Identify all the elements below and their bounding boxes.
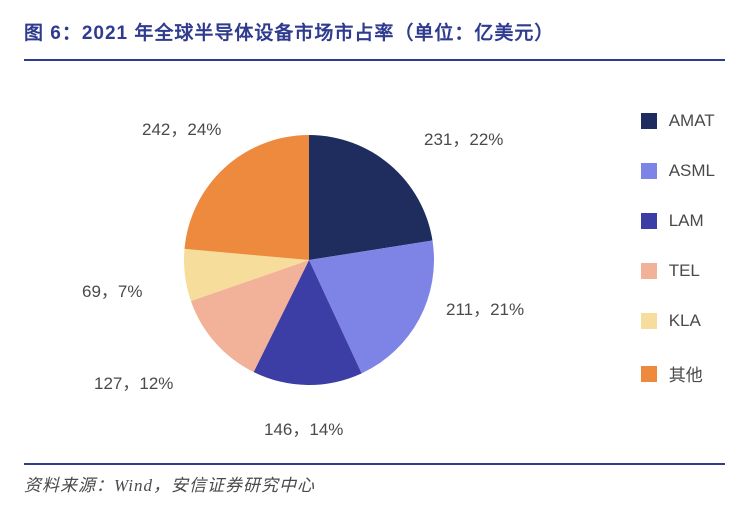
legend-label: LAM [669, 211, 704, 231]
data-label-TEL: 127，12% [94, 369, 173, 394]
legend-label: AMAT [669, 111, 715, 131]
data-label-ASML: 211，21% [446, 295, 524, 320]
legend-item-TEL: TEL [641, 261, 715, 281]
data-label-其他: 242，24% [142, 115, 221, 140]
legend-item-ASML: ASML [641, 161, 715, 181]
legend-item-KLA: KLA [641, 311, 715, 331]
legend-swatch [641, 213, 657, 229]
legend-label: KLA [669, 311, 701, 331]
legend-swatch [641, 366, 657, 382]
source-rule [24, 463, 725, 465]
source-text: 资料来源：Wind，安信证券研究中心 [24, 471, 725, 496]
pie-slice-其他 [184, 135, 309, 260]
data-label-AMAT: 231，22% [424, 125, 503, 150]
title-rule [24, 59, 725, 61]
legend-item-AMAT: AMAT [641, 111, 715, 131]
legend-label: 其他 [669, 361, 703, 386]
legend-swatch [641, 263, 657, 279]
pie-chart [184, 135, 434, 385]
legend-label: ASML [669, 161, 715, 181]
legend-swatch [641, 113, 657, 129]
pie-slice-AMAT [309, 135, 432, 260]
legend-label: TEL [669, 261, 700, 281]
data-label-LAM: 146，14% [264, 415, 343, 440]
legend-item-LAM: LAM [641, 211, 715, 231]
legend: AMAT ASML LAM TEL KLA 其他 [641, 111, 715, 416]
data-label-KLA: 69，7% [82, 277, 142, 302]
chart-area: 231，22% 211，21% 146，14% 127，12% 69，7% 242，24%… [24, 69, 725, 459]
legend-swatch [641, 163, 657, 179]
chart-title: 图 6：2021 年全球半导体设备市场市占率（单位：亿美元） [24, 18, 725, 59]
legend-item-其他: 其他 [641, 361, 715, 386]
legend-swatch [641, 313, 657, 329]
